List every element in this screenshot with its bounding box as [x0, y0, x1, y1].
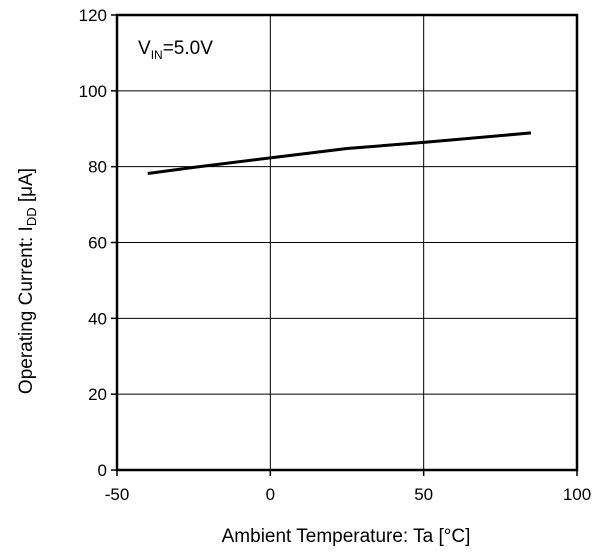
tick-marks	[111, 14, 578, 476]
x-tick-label: -50	[105, 485, 130, 504]
y-tick-label: 120	[79, 6, 107, 25]
vin-annotation-suffix: =5.0V	[163, 38, 214, 59]
data-series	[147, 131, 532, 175]
y-tick-label: 20	[88, 385, 107, 404]
y-axis-label: Operating Current: IDD [μA]	[16, 168, 39, 394]
vin-annotation: VIN=5.0V	[138, 38, 213, 62]
y-tick-label: 0	[98, 461, 107, 480]
x-tick-labels: -50 0 50 100	[105, 485, 591, 504]
y-axis-label-suffix: [μA]	[16, 168, 37, 207]
gridlines	[117, 15, 577, 470]
vin-annotation-subscript: IN	[151, 48, 163, 62]
y-axis-label-prefix: Operating Current: I	[16, 226, 37, 394]
x-tick-label: 100	[563, 485, 591, 504]
vin-annotation-main: V	[138, 38, 151, 59]
y-tick-label: 80	[88, 158, 107, 177]
y-tick-labels: 0 20 40 60 80 100 120	[79, 6, 107, 480]
y-tick-label: 60	[88, 234, 107, 253]
x-tick-label: 0	[266, 485, 275, 504]
y-axis-label-subscript: DD	[24, 207, 39, 226]
y-tick-label: 40	[88, 309, 107, 328]
x-tick-label: 50	[414, 485, 433, 504]
series-line	[147, 131, 532, 175]
x-axis-label: Ambient Temperature: Ta [°C]	[222, 526, 471, 547]
y-tick-label: 100	[79, 82, 107, 101]
